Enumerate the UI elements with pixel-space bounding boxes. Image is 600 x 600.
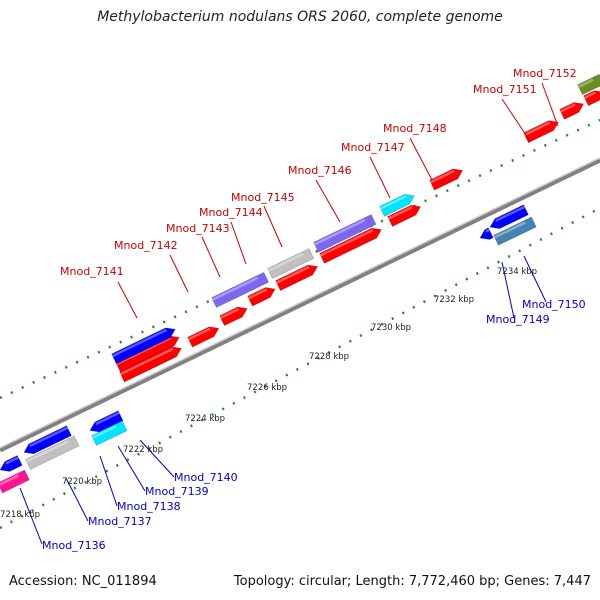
tick-label-7218: 7218 kbp [0, 510, 40, 520]
gene-label-mnod-7136: Mnod_7136 [42, 539, 106, 552]
label-leader-lines [19, 82, 559, 545]
gene-label-mnod-7141: Mnod_7141 [60, 265, 124, 278]
gene-gray-rev [25, 435, 80, 470]
leader-line [19, 487, 43, 545]
gene-label-mnod-7148: Mnod_7148 [383, 122, 447, 135]
tick-labels: 7218 kbp 7220 kbp 7222 kbp 7224 kbp 7226… [0, 267, 537, 520]
gene-mnod-7147 [387, 204, 422, 227]
tick-label-7228: 7228 kbp [309, 352, 349, 362]
reverse-gene-labels: Mnod_7136 Mnod_7137 Mnod_7138 Mnod_7139 … [42, 298, 586, 552]
leader-line [169, 254, 189, 293]
tick-label-7234: 7234 kbp [497, 267, 537, 277]
gene-mnod-7146 [319, 227, 382, 264]
tick-label-7226: 7226 kbp [247, 383, 287, 393]
gene-mnod-7145 [275, 264, 319, 291]
gene-mnod-7142 [187, 326, 220, 348]
gene-mnod-7136 [0, 455, 23, 472]
leader-line [139, 439, 175, 478]
gene-mnod-7149 [489, 204, 529, 229]
gene-label-mnod-7147: Mnod_7147 [341, 141, 405, 154]
gene-gray-a [267, 248, 315, 279]
gene-mnod-7144 [247, 287, 276, 307]
gene-label-mnod-7138: Mnod_7138 [117, 500, 181, 513]
tick-label-7224: 7224 kbp [185, 414, 225, 424]
genome-summary-text: Topology: circular; Length: 7,772,460 bp… [233, 574, 591, 589]
gene-label-mnod-7144: Mnod_7144 [199, 206, 263, 219]
gene-label-mnod-7146: Mnod_7146 [288, 164, 352, 177]
leader-line [65, 477, 89, 522]
gene-label-mnod-7145: Mnod_7145 [231, 191, 295, 204]
gene-blue-a [111, 327, 176, 365]
leader-line [541, 82, 559, 127]
gene-label-mnod-7139: Mnod_7139 [145, 485, 209, 498]
gene-label-mnod-7142: Mnod_7142 [114, 239, 178, 252]
gene-label-mnod-7150: Mnod_7150 [522, 298, 586, 311]
genome-backbone [0, 157, 600, 453]
gene-olive-a [577, 73, 600, 96]
gene-cyan-a [379, 193, 415, 217]
gene-pink-rev [0, 469, 30, 494]
gene-label-mnod-7151: Mnod_7151 [473, 83, 537, 96]
leader-line [409, 137, 433, 181]
gene-mnod-7141 [119, 346, 182, 383]
map-title: Methylobacterium nodulans ORS 2060, comp… [97, 9, 503, 25]
gene-mnod-7148 [429, 168, 464, 191]
gene-mnod-7150 [493, 216, 537, 246]
gene-mnod-7151b [559, 102, 585, 120]
leader-line [523, 255, 547, 303]
gene-label-mnod-7143: Mnod_7143 [166, 222, 230, 235]
leader-line [263, 205, 283, 248]
tick-label-7232: 7232 kbp [434, 295, 474, 305]
leader-line [501, 98, 531, 142]
gene-mnod-7152 [583, 90, 600, 107]
gene-label-mnod-7152: Mnod_7152 [513, 67, 577, 80]
gene-purple-a [211, 271, 270, 308]
tick-label-7230: 7230 kbp [371, 323, 411, 333]
gene-label-mnod-7149: Mnod_7149 [486, 313, 550, 326]
leader-line [117, 281, 138, 319]
gene-mnod-7143 [219, 306, 248, 327]
gene-mnod-7149b [479, 227, 494, 240]
genome-backbone-highlight [0, 157, 600, 449]
accession-text: Accession: NC_011894 [9, 574, 157, 589]
gene-label-mnod-7140: Mnod_7140 [174, 471, 238, 484]
gene-mnod-7151 [523, 120, 559, 144]
leader-line [501, 261, 515, 319]
gene-features [0, 73, 600, 494]
gene-label-mnod-7137: Mnod_7137 [88, 515, 152, 528]
leader-line [315, 179, 341, 223]
tick-label-7222: 7222 kbp [123, 445, 163, 455]
tick-label-7220: 7220 kbp [62, 477, 102, 487]
gene-blue-rev-a [23, 425, 72, 455]
leader-line [201, 236, 221, 278]
gene-mnod-7139 [91, 420, 128, 446]
leader-line [117, 445, 146, 492]
leader-line [369, 156, 391, 199]
leader-line [230, 221, 247, 265]
gene-purple-b [313, 214, 377, 253]
leader-line [99, 455, 118, 507]
forward-gene-labels: Mnod_7141 Mnod_7142 Mnod_7143 Mnod_7144 … [60, 67, 577, 278]
